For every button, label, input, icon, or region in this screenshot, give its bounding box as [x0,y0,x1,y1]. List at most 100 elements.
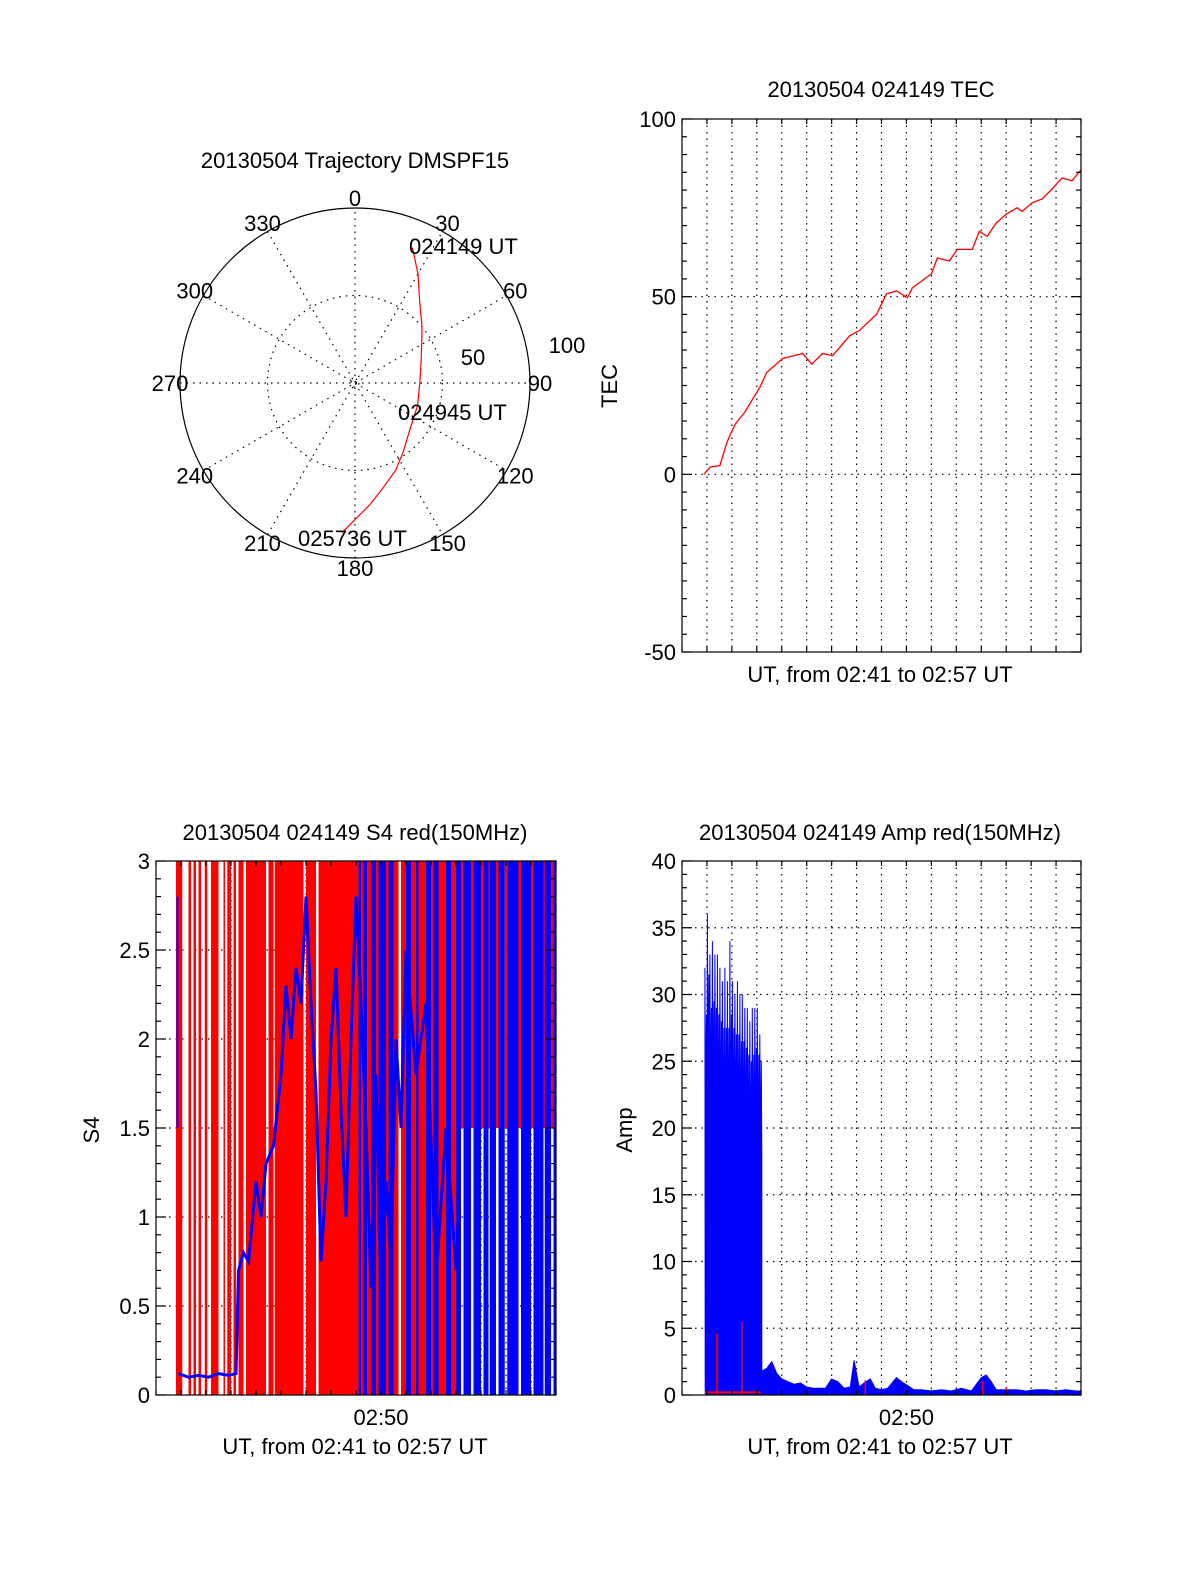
y-tick-label: -50 [644,640,676,665]
s4-red-bar [531,861,534,1128]
polar-angle-labels: 0 30 60 90 120 150 180 210 240 270 300 330 [152,186,553,581]
tec-ylabel: TEC [597,364,622,408]
y-tick-label: 40 [652,849,676,874]
s4-blue-bar [446,861,451,1395]
s4-blue-bar [507,861,519,1395]
polar-grid [180,208,530,558]
y-tick-label: 0 [664,1383,676,1408]
tec-line [703,169,1082,475]
s4-title: 20130504 024149 S4 red(150MHz) [183,820,528,845]
x-axis: 02:50 [155,861,557,1430]
s4-red-bar [386,861,389,1395]
polar-outer-circle [179,207,531,559]
tec-panel: 20130504 024149 TEC -50 0 50 100 UT, from 0… [597,77,1082,687]
polar-radial-label-50: 50 [461,345,485,370]
polar-angle-label: 90 [528,371,552,396]
annotation-end-time: 025736 UT [298,526,407,551]
s4-red-bar [361,861,364,1395]
s4-blue-bar [521,861,531,1395]
s4-blue-bar [358,861,361,1395]
s4-red-bar [274,861,304,1395]
s4-blue-trace [177,896,458,1379]
s4-red-bar [551,861,554,1128]
s4-blue-bar [416,861,419,1395]
tec-title: 20130504 024149 TEC [767,77,994,102]
s4-blue-bar [483,861,489,1395]
s4-red-bar [227,861,231,1395]
s4-red-bar [488,861,490,1128]
s4-blue-bar [463,861,471,1395]
s4-red-bar [246,861,266,1395]
amp-xlabel: UT, from 02:41 to 02:57 UT [747,1434,1012,1459]
s4-red-bar [504,861,508,1128]
annotation-mid-time: 024945 UT [398,400,507,425]
s4-red-bar [418,861,426,1395]
y-tick-label: 1.5 [119,1116,150,1141]
s4-red-bar [496,861,499,1128]
polar-angle-label: 270 [152,371,189,396]
s4-blue-bar [406,861,411,1395]
s4-red-bar [193,861,196,1395]
y-tick-label: 1 [138,1205,150,1230]
s4-red-bar [451,861,456,1395]
s4-red-bar [238,861,244,1395]
y-tick-label: 0 [138,1383,150,1408]
tec-xlabel: UT, from 02:41 to 02:57 UT [747,662,1012,687]
grid-lines [682,119,1081,652]
y-tick-label: 50 [652,285,676,310]
polar-angle-label: 120 [497,464,534,489]
y-tick-label: 35 [652,916,676,941]
polar-angle-label: 180 [337,556,374,581]
s4-red-bar [481,861,484,1128]
s4-red-bar [471,861,474,1128]
amp-blue-high-series [704,914,763,1396]
s4-blue-bar [433,861,439,1395]
y-tick-label: 0 [664,462,676,487]
polar-angle-label: 300 [176,279,213,304]
y-tick-label: 2.5 [119,938,150,963]
annotation-start-time: 024149 UT [409,234,518,259]
s4-blue-bar [498,861,505,1395]
y-tick-label: 15 [652,1183,676,1208]
y-tick-label: 3 [138,849,150,874]
y-axis: 0 0.5 1 1.5 2 2.5 3 [119,849,556,1408]
s4-red-bar [306,861,316,1395]
y-tick-label: 0.5 [119,1294,150,1319]
s4-red-bar [518,861,521,1128]
s4-red-bar [543,861,545,1128]
polar-angle-label: 0 [349,186,361,211]
polar-angle-label: 240 [176,464,213,489]
s4-xlabel: UT, from 02:41 to 02:57 UT [222,1434,487,1459]
s4-panel: 20130504 024149 S4 red(150MHz) 0 0.5 1 1.5 2… [79,820,557,1459]
s4-red-bar [176,861,183,1395]
s4-blue-bar [426,861,431,1395]
s4-red-bar [401,861,406,1395]
polar-angle-label: 60 [503,279,527,304]
s4-red-bar [223,861,225,1395]
s4-blue-bar [388,861,394,1395]
y-tick-label: 30 [652,983,676,1008]
polar-trajectory-panel: 20130504 Trajectory DMSPF15 0 30 60 90 120 15… [152,148,586,581]
s4-red-bar [393,861,399,1395]
s4-red-bar [211,861,219,1395]
s4-red-bar [461,861,464,1128]
polar-angle-label: 210 [244,531,281,556]
polar-title: 20130504 Trajectory DMSPF15 [201,148,509,173]
polar-grid-circle-50 [266,294,444,472]
s4-blue-bar [533,861,544,1395]
s4-red-bar [268,861,274,1395]
x-axis [681,119,1082,652]
amp-panel: 20130504 024149 Amp red(150MHz) 0 5 10 15 20… [612,820,1082,1459]
s4-blue-bar [456,861,461,1395]
y-tick-label: 2 [138,1027,150,1052]
s4-blue-bar [473,861,481,1395]
y-tick-label: 100 [639,107,676,132]
polar-angle-label: 330 [244,211,281,236]
y-tick-label: 25 [652,1049,676,1074]
y-tick-label: 10 [652,1250,676,1275]
polar-center [350,378,360,388]
amp-blue-low-series [761,1360,1082,1396]
x-tick-label: 02:50 [879,1405,934,1430]
tec-plot-area: -50 0 50 100 [639,107,1082,665]
